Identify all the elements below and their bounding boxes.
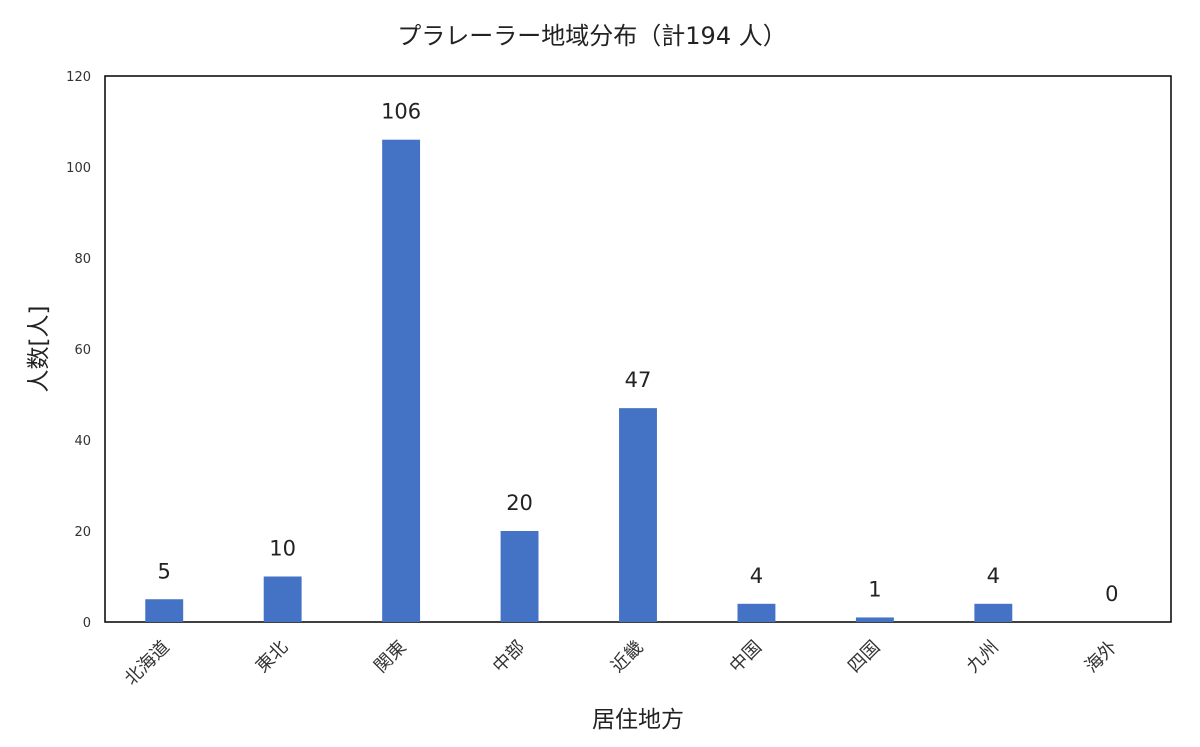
data-label: 4: [987, 564, 1000, 588]
y-tick-label: 60: [74, 343, 91, 358]
x-tick-label: 中国: [726, 637, 766, 677]
x-axis: 北海道 東北 関東 中部 近畿 中国 四国 九州 海外: [121, 637, 1122, 690]
data-labels: 5 10 106 20 47 4 1 4 0: [158, 100, 1119, 606]
data-label: 1: [868, 577, 881, 601]
y-axis: 0 20 40 60 80 100 120: [66, 70, 91, 631]
x-tick-label: 中部: [489, 637, 529, 677]
bar: [855, 617, 894, 622]
data-label: 0: [1105, 582, 1118, 606]
y-tick-label: 80: [74, 252, 91, 267]
x-axis-title: 居住地方: [592, 707, 684, 733]
x-tick-label: 四国: [844, 637, 884, 677]
bar: [974, 603, 1013, 622]
data-label: 106: [381, 100, 421, 124]
data-label: 47: [625, 368, 652, 392]
y-tick-label: 0: [83, 616, 91, 631]
y-tick-label: 40: [74, 434, 91, 449]
y-axis-title: 人数[人]: [26, 306, 52, 393]
bar-series: [145, 139, 1013, 622]
x-tick-label: 海外: [1081, 637, 1121, 677]
bar: [382, 139, 421, 622]
bar: [263, 576, 302, 622]
chart-title: プラレーラー地域分布（計194 人）: [397, 22, 786, 50]
x-tick-label: 九州: [963, 637, 1003, 677]
y-tick-label: 100: [66, 161, 91, 176]
bar: [737, 603, 776, 622]
data-label: 10: [269, 537, 296, 561]
x-tick-label: 近畿: [607, 637, 647, 677]
bar: [145, 599, 184, 622]
x-tick-label: 関東: [370, 637, 410, 677]
data-label: 5: [158, 559, 171, 583]
x-tick-label: 北海道: [121, 637, 174, 690]
bar: [500, 531, 539, 622]
data-label: 4: [750, 564, 763, 588]
data-label: 20: [506, 491, 533, 515]
y-tick-label: 20: [74, 525, 91, 540]
bar: [619, 408, 657, 622]
y-tick-label: 120: [66, 70, 91, 85]
x-tick-label: 東北: [252, 637, 292, 677]
